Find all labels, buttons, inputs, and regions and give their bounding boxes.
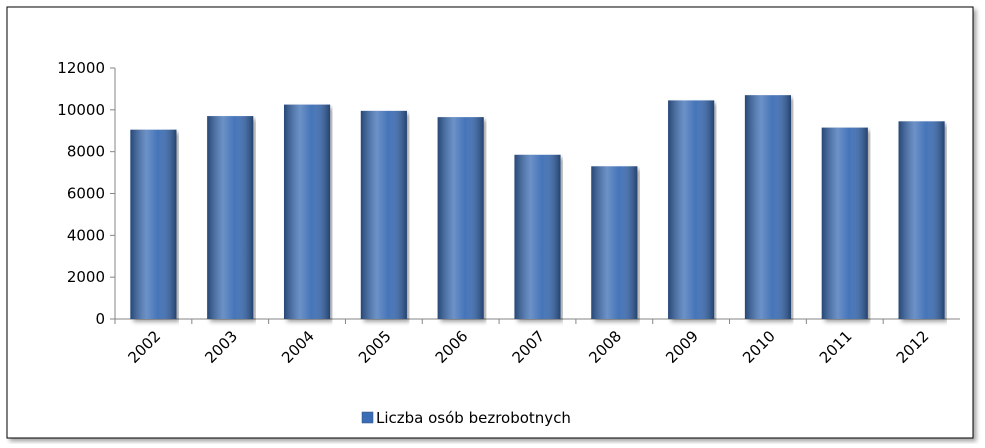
y-tick-label: 6000 [67, 185, 105, 203]
y-tick-label: 8000 [67, 143, 105, 161]
bar-shading [744, 95, 791, 319]
bar-shading [668, 100, 715, 319]
y-tick-label: 0 [95, 310, 105, 328]
legend-swatch [361, 411, 374, 424]
legend-label: Liczba osób bezrobotnych [376, 409, 571, 427]
y-tick-label: 4000 [67, 226, 105, 244]
bar-shading [591, 166, 638, 319]
y-tick-label: 10000 [57, 101, 105, 119]
y-tick-label: 12000 [57, 59, 105, 77]
bar-shading [821, 127, 868, 319]
bar-shading [360, 110, 407, 319]
bar-shading [207, 116, 254, 319]
y-tick-label: 2000 [67, 268, 105, 286]
bar-shading [514, 154, 561, 319]
bar-shading [437, 117, 484, 319]
bar-shading [130, 129, 177, 319]
bar-shading [898, 121, 945, 320]
bar-shading [284, 104, 331, 320]
